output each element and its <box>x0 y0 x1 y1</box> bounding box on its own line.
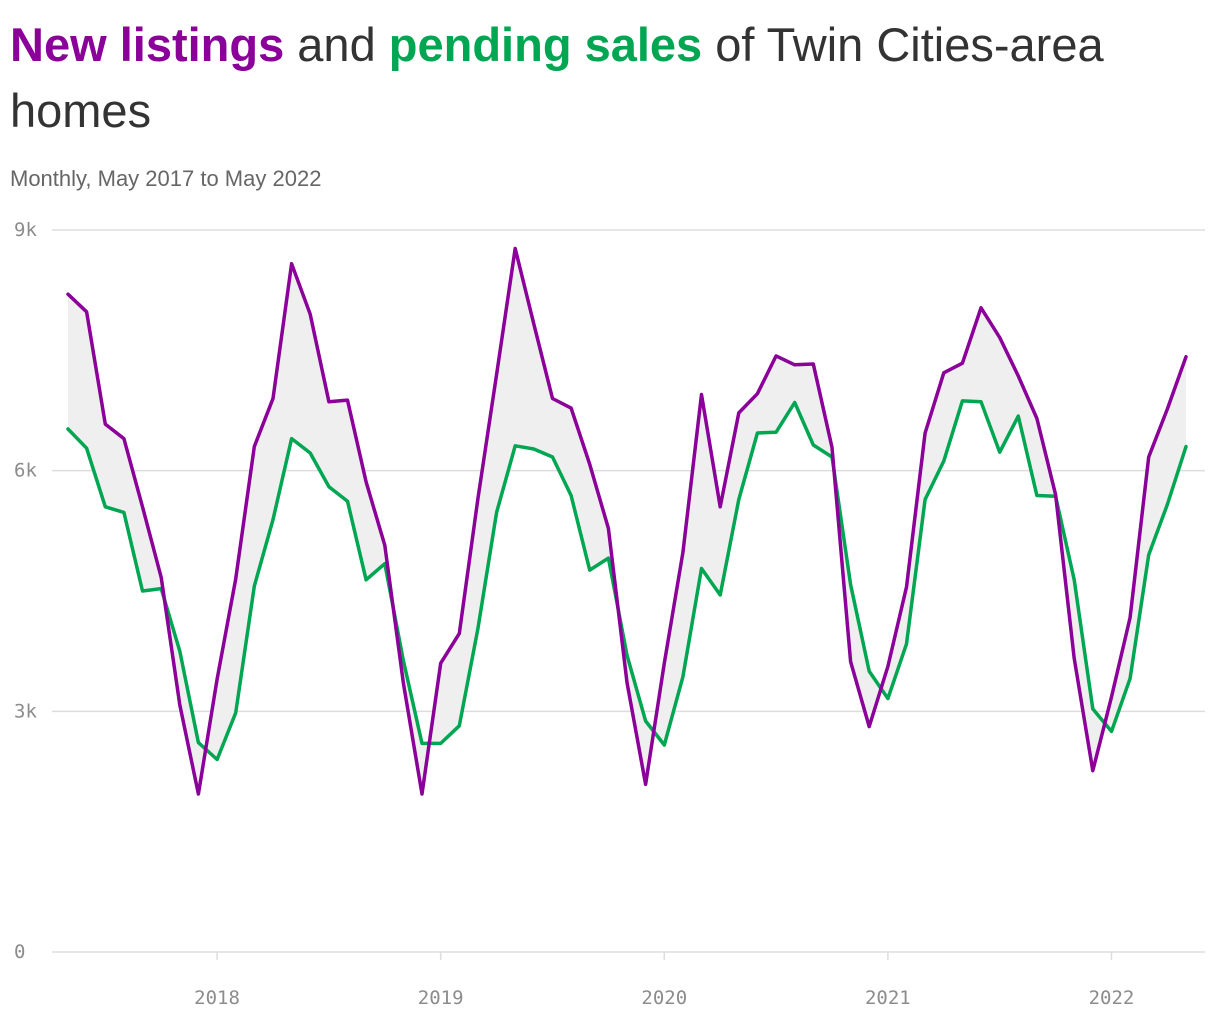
x-tick-label-2020: 2020 <box>641 987 687 1009</box>
pending-sales-line <box>66 399 1188 762</box>
x-tick-label-2018: 2018 <box>194 987 240 1009</box>
y-tick-label-9k: 9k <box>14 219 37 241</box>
title-new-listings: New listings <box>10 18 285 71</box>
grid-lines <box>52 229 1205 953</box>
new-listings-line <box>66 246 1188 796</box>
y-tick-label-3k: 3k <box>14 700 37 722</box>
x-tick-label-2021: 2021 <box>865 987 911 1009</box>
x-tick-label-2022: 2022 <box>1089 987 1135 1009</box>
x-tick-label-2019: 2019 <box>418 987 464 1009</box>
title-pending-sales: pending sales <box>388 18 703 71</box>
title-and: and <box>284 18 389 71</box>
title-rest: of Twin Cities-area homes <box>10 18 1104 137</box>
y-tick-label-0: 0 <box>14 941 25 963</box>
axis-ticks: 9k 6k 3k 0 2018 2019 2020 2021 2022 <box>14 219 1134 1009</box>
y-tick-label-6k: 6k <box>14 460 37 482</box>
series-lines <box>66 246 1188 796</box>
chart-title: New listings and pending sales of Twin C… <box>10 12 1210 144</box>
chart-subtitle: Monthly, May 2017 to May 2022 <box>10 166 322 191</box>
